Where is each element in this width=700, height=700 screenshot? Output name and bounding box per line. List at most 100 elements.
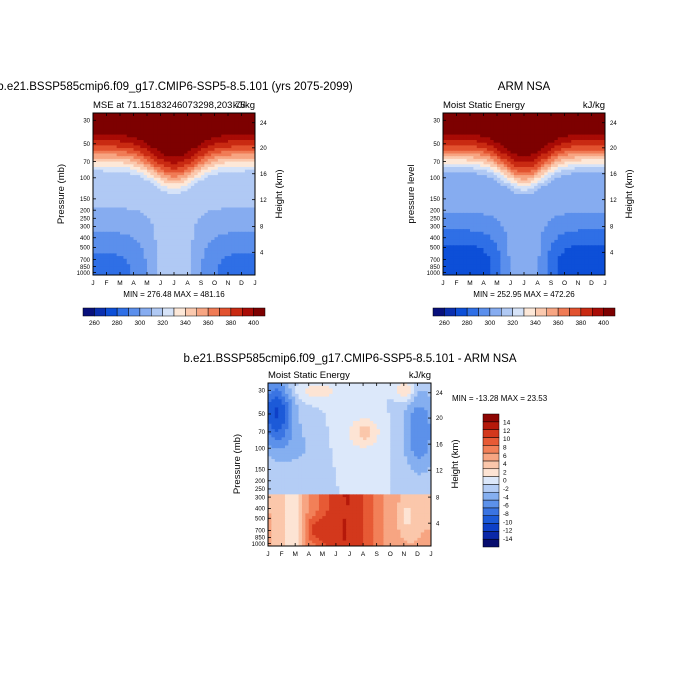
heatmap-cell <box>211 123 216 128</box>
heatmap-cell <box>524 183 528 187</box>
heatmap-cell <box>540 196 545 200</box>
heatmap-cell <box>184 212 189 217</box>
heatmap-cell <box>113 148 118 152</box>
heatmap-cell <box>201 258 205 263</box>
heatmap-cell <box>581 142 586 146</box>
heatmap-cell <box>463 175 468 179</box>
heatmap-cell <box>194 167 199 171</box>
heatmap-cell <box>507 153 512 157</box>
heatmap-cell <box>103 207 108 211</box>
heatmap-cell <box>163 177 168 182</box>
heatmap-cell <box>116 196 121 200</box>
heatmap-cell <box>120 164 124 168</box>
heatmap-cell <box>224 229 229 233</box>
heatmap-cell <box>238 115 243 119</box>
heatmap-cell <box>147 231 151 236</box>
heatmap-cell <box>571 150 576 155</box>
heatmap-cell <box>140 118 145 122</box>
heatmap-cell <box>147 123 151 128</box>
heatmap-cell <box>480 129 485 133</box>
heatmap-cell <box>109 140 114 144</box>
heatmap-cell <box>594 194 599 198</box>
heatmap-cell <box>96 248 101 252</box>
heatmap-cell <box>133 153 138 157</box>
heatmap-cell <box>211 188 216 192</box>
heatmap-cell <box>123 167 128 171</box>
heatmap-cell <box>598 221 603 225</box>
heatmap-cell <box>113 158 118 163</box>
heatmap-cell <box>449 142 454 146</box>
heatmap-cell <box>140 258 145 263</box>
heatmap-cell <box>574 183 579 187</box>
heatmap-cell <box>130 248 135 252</box>
heatmap-cell <box>507 194 512 198</box>
heatmap-cell <box>150 169 155 173</box>
heatmap-cell <box>184 172 189 176</box>
heatmap-cell <box>93 115 97 119</box>
heatmap-cell <box>490 177 495 182</box>
heatmap-cell <box>584 153 589 157</box>
heatmap-cell <box>493 215 498 219</box>
panel-title: ARM NSA <box>498 81 551 93</box>
heatmap-cell <box>476 113 481 117</box>
heatmap-cell <box>211 210 216 214</box>
heatmap-cell <box>486 161 491 165</box>
heatmap-cell <box>601 210 605 214</box>
heatmap-cell <box>493 123 498 128</box>
heatmap-cell <box>153 199 158 203</box>
heatmap-cell <box>217 202 222 206</box>
heatmap-cell <box>513 140 518 144</box>
heatmap-cell <box>130 115 135 119</box>
heatmap-cell <box>123 175 128 179</box>
heatmap-cell <box>594 118 599 122</box>
heatmap-cell <box>177 253 182 257</box>
heatmap-cell <box>109 129 114 133</box>
heatmap-cell <box>197 204 202 209</box>
heatmap-cell <box>160 223 165 227</box>
heatmap-cell <box>103 239 108 244</box>
heatmap-cell <box>221 199 226 203</box>
heatmap-cell <box>470 142 474 146</box>
heatmap-cell <box>143 210 148 214</box>
heatmap-cell <box>197 148 202 152</box>
heatmap-cell <box>551 118 555 122</box>
heatmap-cell <box>486 194 491 198</box>
heatmap-cell <box>170 115 175 119</box>
heatmap-cell <box>201 169 205 173</box>
heatmap-cell <box>116 258 121 263</box>
x-tick-label: D <box>239 280 244 287</box>
heatmap-cell <box>561 210 566 214</box>
heatmap-cell <box>231 134 236 138</box>
heatmap-cell <box>238 137 243 141</box>
heatmap-cell <box>147 253 151 257</box>
heatmap-cell <box>241 142 246 146</box>
heatmap-cell <box>248 148 253 152</box>
heatmap-cell <box>207 253 212 257</box>
heatmap-cell <box>120 158 124 163</box>
heatmap-cell <box>588 199 593 203</box>
heatmap-cell <box>466 126 471 130</box>
heatmap-cell <box>534 142 539 146</box>
heatmap-cell <box>554 148 559 152</box>
heatmap-cell <box>160 134 165 138</box>
heatmap-cell <box>456 150 461 155</box>
heatmap-cell <box>483 175 488 179</box>
heatmap-cell <box>251 185 255 190</box>
heatmap-cell <box>446 188 451 192</box>
heatmap-cell <box>221 204 226 209</box>
heatmap-cell <box>201 183 205 187</box>
heatmap-cell <box>248 183 253 187</box>
heatmap-cell <box>184 272 189 275</box>
heatmap-cell <box>157 272 162 275</box>
heatmap-cell <box>534 215 539 219</box>
heatmap-cell <box>180 229 185 233</box>
heatmap-cell <box>120 131 124 136</box>
heatmap-cell <box>207 221 212 225</box>
heatmap-cell <box>177 269 182 273</box>
heatmap-cell <box>547 115 552 119</box>
heatmap-cell <box>99 183 104 187</box>
heatmap-cell <box>204 153 209 157</box>
heatmap-cell <box>174 212 178 217</box>
heatmap-cell <box>120 129 124 133</box>
heatmap-cell <box>211 266 216 271</box>
